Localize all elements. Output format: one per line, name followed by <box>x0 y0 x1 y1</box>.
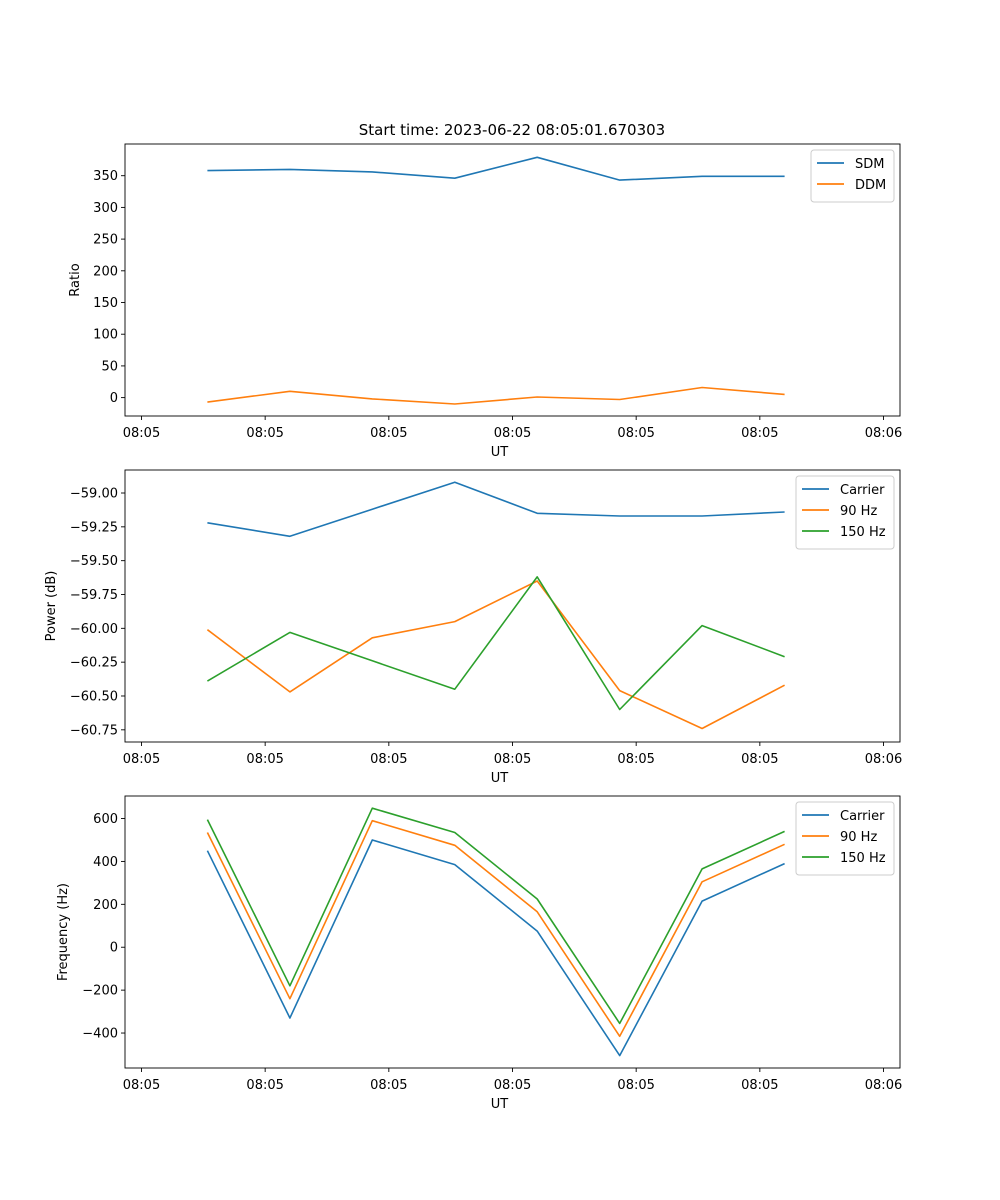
x-tick-label: 08:05 <box>123 1078 160 1093</box>
x-tick-label: 08:05 <box>617 752 654 767</box>
y-axis-label: Power (dB) <box>44 571 59 642</box>
x-tick-label: 08:05 <box>370 752 407 767</box>
y-axis-label: Frequency (Hz) <box>56 883 71 981</box>
x-tick-label: 08:05 <box>617 426 654 441</box>
chart-panel-3: 08:05 08:05 08:05 08:05 08:05 08:05 08:06 600 40… <box>56 795 902 1112</box>
y-tick-label: −60.00 <box>70 622 118 637</box>
series-line-150-hz <box>206 807 785 1025</box>
figure-title: Start time: 2023-06-22 08:05:01.670303 <box>359 121 665 139</box>
x-tick-label: 08:05 <box>123 426 160 441</box>
y-tick-label: 400 <box>93 855 118 870</box>
y-tick-label: −60.75 <box>70 723 118 738</box>
y-tick-label: −59.00 <box>70 487 118 502</box>
series-line-90-hz <box>206 580 785 730</box>
x-tick-label: 08:05 <box>370 1078 407 1093</box>
y-tick-label: −60.25 <box>70 656 118 671</box>
series-line-carrier <box>206 839 785 1057</box>
panels: 08:05 08:05 08:05 08:05 08:05 08:05 08:06 0 50 10… <box>44 143 902 1112</box>
y-axis-label: Ratio <box>68 263 83 296</box>
y-tick-label: 300 <box>93 201 118 216</box>
x-tick-label: 08:05 <box>741 1078 778 1093</box>
x-axis-label: UT <box>491 445 509 460</box>
series-line-90-hz <box>206 819 785 1038</box>
legend-label: 150 Hz <box>840 525 886 540</box>
chart-panel-1: 08:05 08:05 08:05 08:05 08:05 08:05 08:06 0 50 10… <box>68 143 902 460</box>
legend-label: DDM <box>855 178 886 193</box>
legend: Carrier 90 Hz 150 Hz <box>795 801 895 876</box>
x-tick-label: 08:05 <box>246 752 283 767</box>
x-tick-label: 08:05 <box>123 752 160 767</box>
x-tick-label: 08:05 <box>494 426 531 441</box>
x-tick-label: 08:05 <box>494 1078 531 1093</box>
chart-panel-2: 08:05 08:05 08:05 08:05 08:05 08:05 08:06 −59.0… <box>44 469 902 786</box>
y-tick-label: 0 <box>110 941 118 956</box>
x-tick-label: 08:06 <box>865 1078 902 1093</box>
x-tick-label: 08:05 <box>370 426 407 441</box>
series-line-150-hz <box>206 576 785 711</box>
legend-label: Carrier <box>840 809 885 824</box>
y-tick-label: −200 <box>82 984 118 999</box>
series-line-carrier <box>207 481 785 538</box>
x-tick-label: 08:05 <box>246 1078 283 1093</box>
x-tick-label: 08:05 <box>246 426 283 441</box>
y-tick-label: 200 <box>93 898 118 913</box>
legend: SDM DDM <box>810 149 895 203</box>
legend-label: 90 Hz <box>840 504 877 519</box>
series-line-sdm <box>207 156 785 181</box>
x-tick-label: 08:06 <box>865 426 902 441</box>
y-tick-label: −59.25 <box>70 520 118 535</box>
y-tick-label: −59.50 <box>70 554 118 569</box>
y-tick-label: −59.75 <box>70 588 118 603</box>
y-tick-label: 150 <box>93 296 118 311</box>
y-tick-label: 50 <box>101 359 118 374</box>
legend-label: Carrier <box>840 483 885 498</box>
y-tick-label: 600 <box>93 812 118 827</box>
y-tick-label: 250 <box>93 233 118 248</box>
y-tick-label: 200 <box>93 264 118 279</box>
x-axis-label: UT <box>491 1097 509 1112</box>
legend-label: SDM <box>855 157 884 172</box>
y-tick-label: −400 <box>82 1027 118 1042</box>
series-line-ddm <box>207 386 785 405</box>
x-tick-label: 08:05 <box>494 752 531 767</box>
x-tick-label: 08:05 <box>741 752 778 767</box>
x-tick-label: 08:06 <box>865 752 902 767</box>
y-tick-label: 0 <box>110 391 118 406</box>
x-axis-label: UT <box>491 771 509 786</box>
legend: Carrier 90 Hz 150 Hz <box>795 475 895 550</box>
y-tick-label: 100 <box>93 328 118 343</box>
legend-label: 150 Hz <box>840 851 886 866</box>
y-tick-label: −60.50 <box>70 689 118 704</box>
x-tick-label: 08:05 <box>741 426 778 441</box>
legend-label: 90 Hz <box>840 830 877 845</box>
x-tick-label: 08:05 <box>617 1078 654 1093</box>
y-tick-label: 350 <box>93 169 118 184</box>
